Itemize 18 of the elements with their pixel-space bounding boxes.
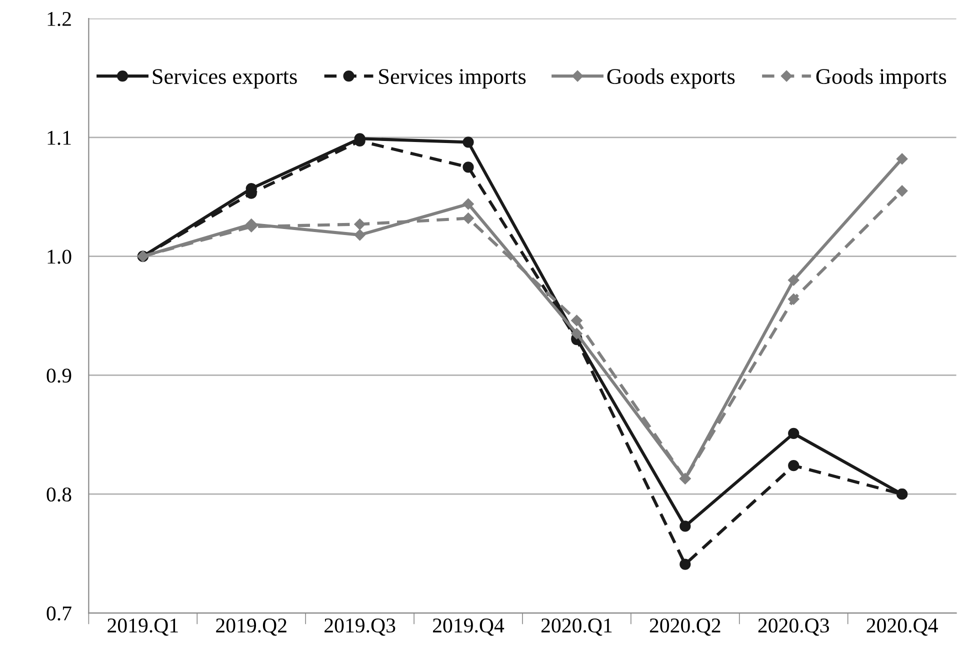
y-tick-label: 0.8 — [46, 487, 72, 502]
x-tick-label: 2020.Q4 — [866, 618, 938, 636]
legend-label: Goods exports — [607, 68, 735, 89]
y-tick-label: 1.2 — [48, 12, 71, 26]
x-tick-label: 2019.Q3 — [324, 618, 396, 636]
x-tick-label: 2019.Q1 — [108, 618, 178, 636]
x-tick-label: 2020.Q2 — [650, 618, 720, 636]
legend-label: Services imports — [379, 69, 526, 89]
x-tick-label: 2020.Q3 — [758, 618, 829, 636]
y-tick-label: 0.7 — [46, 606, 72, 621]
legend-label: Services exports — [152, 69, 297, 89]
legend-label: Goods imports — [816, 68, 946, 89]
y-tick-label: 0.9 — [46, 368, 72, 383]
y-tick-label: 1.1 — [48, 130, 71, 145]
y-tick-label: 1.0 — [48, 250, 72, 264]
x-tick-label: 2020.Q1 — [541, 618, 612, 636]
x-tick-label: 2019.Q2 — [216, 618, 286, 636]
x-tick-label: 2019.Q4 — [433, 618, 504, 636]
